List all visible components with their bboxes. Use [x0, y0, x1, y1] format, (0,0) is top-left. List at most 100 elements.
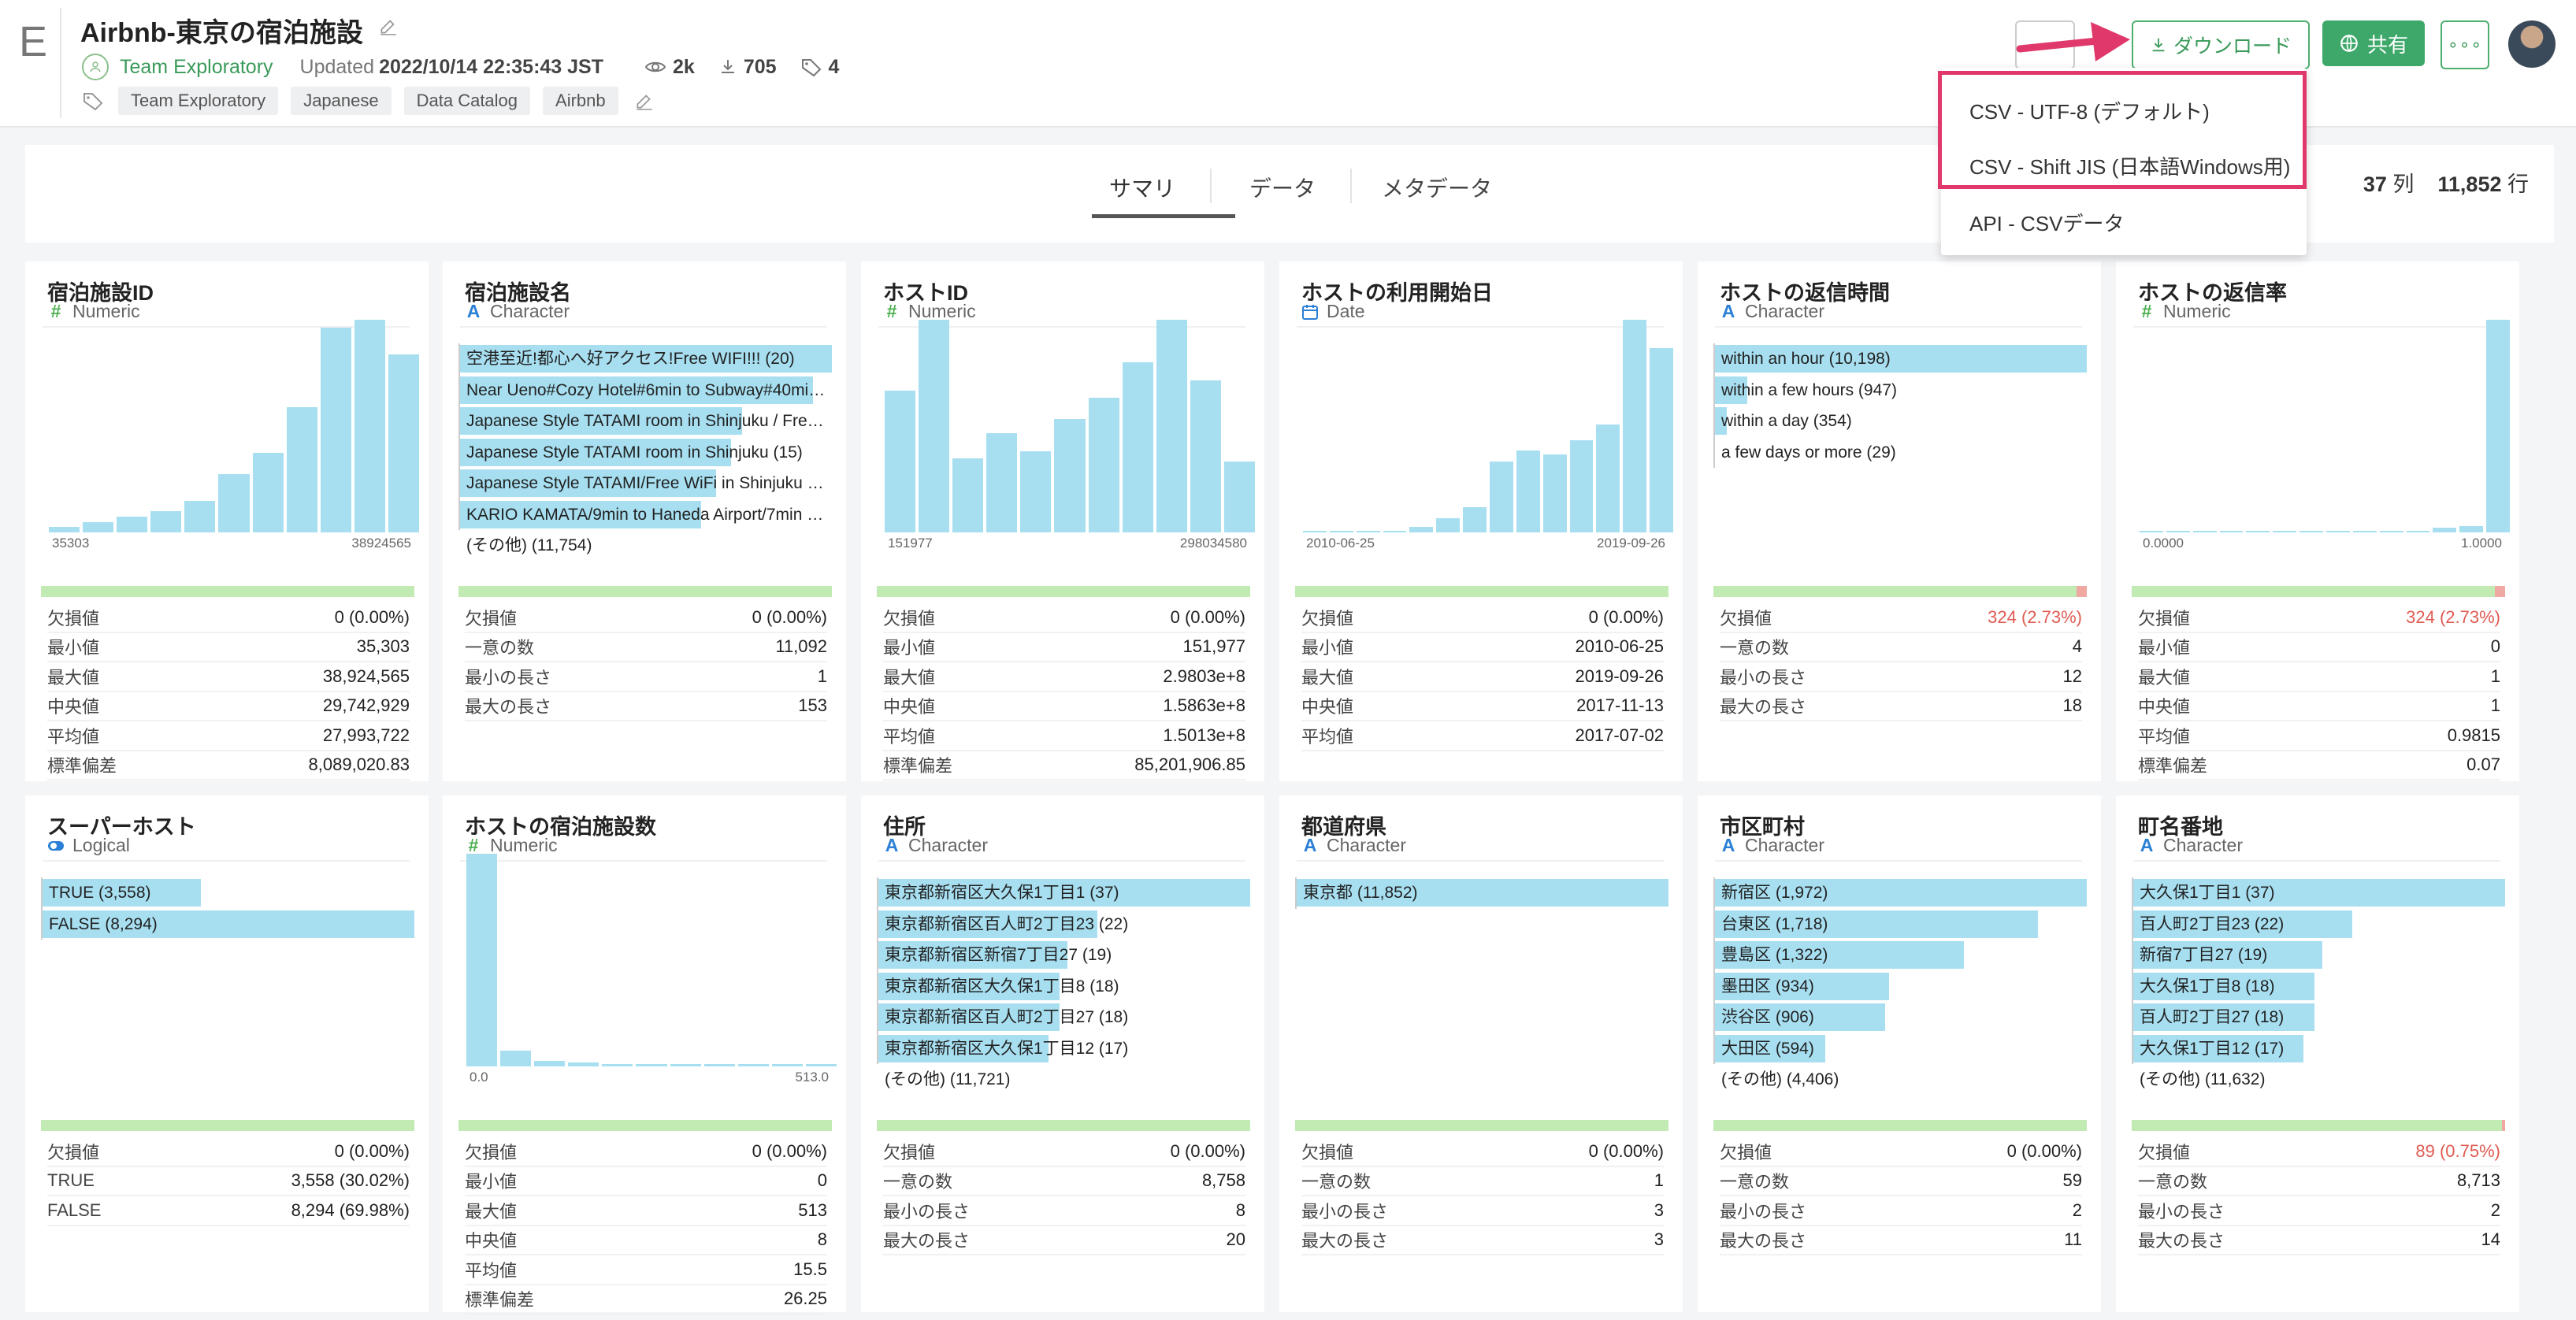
category-row[interactable]: 東京都新宿区大久保1丁目1 (37) — [877, 877, 1250, 909]
category-row[interactable]: 東京都新宿区新宿7丁目27 (19) — [877, 940, 1250, 971]
column-card[interactable]: ホストの利用開始日 Date 2010-06-25 2019-09-26 欠損値 0 (0… — [1279, 261, 1683, 781]
category-row[interactable]: 東京都新宿区大久保1丁目8 (18) — [877, 971, 1250, 1003]
tab-data[interactable]: データ — [1249, 176, 1316, 201]
category-row[interactable]: 墨田区 (934) — [1713, 971, 2087, 1003]
avatar[interactable] — [2508, 20, 2556, 68]
histogram-bar[interactable] — [2433, 528, 2457, 532]
histogram-bar[interactable] — [83, 521, 114, 532]
histogram-bar[interactable] — [466, 854, 498, 1066]
histogram-bar[interactable] — [1156, 320, 1187, 532]
histogram-bar[interactable] — [703, 1063, 735, 1066]
tag-chip[interactable]: Data Catalog — [403, 87, 531, 115]
team-link[interactable]: Team Exploratory — [120, 55, 273, 78]
histogram-bar[interactable] — [1054, 419, 1086, 532]
category-row[interactable]: a few days or more (29) — [1713, 437, 2087, 469]
download-button[interactable]: ダウンロード — [2132, 20, 2310, 69]
histogram-bar[interactable] — [1088, 398, 1119, 532]
category-row[interactable]: 大久保1丁目8 (18) — [2132, 971, 2505, 1003]
histogram-bar[interactable] — [388, 354, 419, 532]
histogram-bar[interactable] — [184, 500, 216, 532]
category-row[interactable]: FALSE (8,294) — [41, 909, 414, 940]
category-row[interactable]: 渋谷区 (906) — [1713, 1002, 2087, 1033]
histogram-bar[interactable] — [2379, 531, 2403, 532]
histogram-bar[interactable] — [670, 1063, 701, 1066]
histogram-bar[interactable] — [885, 391, 916, 532]
edit-tags-icon[interactable] — [634, 91, 655, 111]
category-row[interactable]: (その他) (11,754) — [458, 530, 832, 562]
histogram-bar[interactable] — [952, 458, 984, 532]
edit-title-icon[interactable] — [378, 16, 399, 36]
histogram-bar[interactable] — [354, 320, 385, 532]
histogram-bar[interactable] — [49, 527, 80, 532]
menu-item-csv-shiftjis[interactable]: CSV - Shift JIS (日本語Windows用) — [1969, 155, 2291, 179]
histogram-bar[interactable] — [1020, 451, 1052, 532]
histogram-bar[interactable] — [320, 328, 351, 532]
tab-metadata[interactable]: メタデータ — [1382, 176, 1493, 201]
more-button[interactable]: ∘∘∘ — [2441, 20, 2489, 69]
column-card[interactable]: ホストの返信率 # Numeric 0.0000 1.0000 欠損値 324 (2.73%… — [2116, 261, 2519, 781]
histogram-bar[interactable] — [2486, 320, 2510, 532]
histogram-bar[interactable] — [2140, 531, 2163, 532]
histogram-bar[interactable] — [1190, 380, 1221, 532]
histogram-bar[interactable] — [2166, 531, 2190, 532]
histogram-bar[interactable] — [636, 1063, 667, 1066]
histogram-bar[interactable] — [1516, 450, 1540, 532]
category-row[interactable]: 東京都新宿区大久保1丁目12 (17) — [877, 1033, 1250, 1065]
column-card[interactable]: ホストの宿泊施設数 # Numeric 0.0 513.0 欠損値 0 (0.00%) 最小値… — [443, 795, 846, 1314]
histogram-bar[interactable] — [1383, 531, 1407, 532]
category-row[interactable]: 空港至近!都心へ好アクセス!Free WIFI!!! (20) — [458, 343, 832, 375]
histogram-bar[interactable] — [2352, 531, 2377, 532]
histogram-bar[interactable] — [986, 433, 1018, 532]
category-row[interactable]: 豊島区 (1,322) — [1713, 940, 2087, 971]
menu-item-csv-utf8[interactable]: CSV - UTF-8 (デフォルト) — [1969, 100, 2210, 124]
column-card[interactable]: ホストの返信時間 A Character within an hour (10,198… — [1698, 261, 2101, 781]
category-row[interactable]: Japanese Style TATAMI/Free WiFi in Shinj… — [458, 468, 832, 499]
histogram-bar[interactable] — [2246, 531, 2270, 532]
column-card[interactable]: 宿泊施設ID # Numeric 35303 38924565 欠損値 0 (0.00%) 最… — [25, 261, 429, 781]
category-row[interactable]: 大久保1丁目12 (17) — [2132, 1033, 2505, 1065]
histogram-bar[interactable] — [1122, 362, 1153, 532]
histogram-bar[interactable] — [218, 473, 250, 532]
category-row[interactable]: Japanese Style TATAMI room in Shinjuku /… — [458, 406, 832, 437]
histogram-bar[interactable] — [2192, 531, 2217, 532]
histogram-bar[interactable] — [252, 452, 284, 532]
category-row[interactable]: 台東区 (1,718) — [1713, 909, 2087, 940]
tag-chip[interactable]: Team Exploratory — [118, 87, 279, 115]
category-row[interactable]: (その他) (11,721) — [877, 1064, 1250, 1096]
menu-item-api-csv[interactable]: API - CSVデータ — [1969, 212, 2125, 235]
category-row[interactable]: 新宿7丁目27 (19) — [2132, 940, 2505, 971]
histogram-bar[interactable] — [2406, 531, 2430, 532]
column-card[interactable]: 市区町村 A Character 新宿区 (1,972) 台東区 (1,718) 豊島区 … — [1698, 795, 2101, 1312]
histogram-bar[interactable] — [534, 1061, 566, 1066]
category-row[interactable]: KARIO KAMATA/9min to Haneda Airport/7min… — [458, 499, 832, 531]
category-row[interactable]: 大久保1丁目1 (37) — [2132, 877, 2505, 909]
category-row[interactable]: 東京都新宿区百人町2丁目27 (18) — [877, 1002, 1250, 1033]
tab-summary[interactable]: サマリ — [1109, 176, 1176, 201]
histogram-bar[interactable] — [1569, 440, 1594, 532]
histogram-bar[interactable] — [1223, 462, 1255, 532]
category-row[interactable]: 百人町2丁目23 (22) — [2132, 909, 2505, 940]
histogram-bar[interactable] — [568, 1062, 599, 1066]
histogram-bar[interactable] — [2459, 526, 2484, 532]
category-row[interactable]: within an hour (10,198) — [1713, 343, 2087, 375]
histogram-bar[interactable] — [150, 511, 182, 532]
category-row[interactable]: 大田区 (594) — [1713, 1033, 2087, 1065]
histogram-bar[interactable] — [1356, 531, 1380, 532]
histogram-bar[interactable] — [286, 407, 317, 532]
histogram-bar[interactable] — [500, 1051, 532, 1066]
category-row[interactable]: 百人町2丁目27 (18) — [2132, 1002, 2505, 1033]
histogram-bar[interactable] — [1623, 320, 1647, 532]
tag-chip[interactable]: Japanese — [291, 87, 392, 115]
histogram-bar[interactable] — [2326, 531, 2350, 532]
category-row[interactable]: Near Ueno#Cozy Hotel#6min to Subway#40mi… — [458, 375, 832, 406]
category-row[interactable]: 東京都 (11,852) — [1295, 877, 1668, 909]
category-row[interactable]: within a few hours (947) — [1713, 375, 2087, 406]
histogram-bar[interactable] — [602, 1063, 633, 1066]
category-row[interactable]: Japanese Style TATAMI room in Shinjuku (… — [458, 437, 832, 469]
histogram-bar[interactable] — [1463, 506, 1487, 532]
category-row[interactable]: 東京都新宿区百人町2丁目23 (22) — [877, 909, 1250, 940]
histogram-bar[interactable] — [2273, 531, 2297, 532]
tag-chip[interactable]: Airbnb — [543, 87, 618, 115]
histogram-bar[interactable] — [1596, 425, 1620, 532]
histogram-bar[interactable] — [771, 1063, 803, 1066]
